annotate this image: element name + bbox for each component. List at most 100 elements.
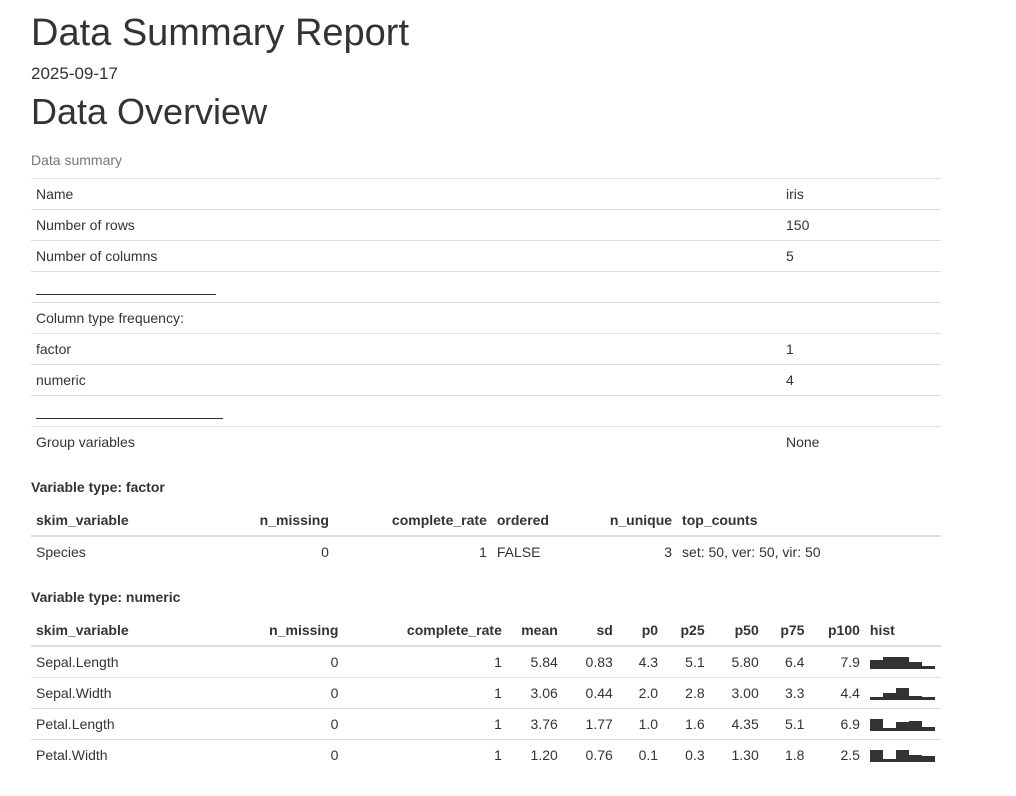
- numeric-cell: 1.6: [663, 708, 710, 740]
- numeric-cell: 0: [207, 677, 344, 709]
- factor-cell: 3: [664, 544, 673, 560]
- hist-svg: [869, 657, 935, 670]
- summary-value: 150: [781, 209, 941, 241]
- factor-table: skim_variable n_missing complete_rate order…: [31, 505, 941, 567]
- summary-row: Group variables None: [31, 426, 941, 457]
- numeric-cell: 1.30: [709, 739, 764, 770]
- hist-bar: [908, 662, 922, 669]
- hist-cell: [865, 646, 941, 678]
- hist-bar: [895, 722, 909, 731]
- hist-bar: [882, 728, 896, 731]
- hist-bar: [869, 697, 883, 700]
- sparkline-histogram: [869, 718, 936, 732]
- hist-cell: [864, 708, 941, 740]
- numeric-cell: 1.77: [562, 708, 618, 740]
- numeric-cell: 3.06: [506, 677, 563, 709]
- numeric-cell: 0.83: [585, 654, 613, 670]
- numeric-cell: 2.0: [617, 677, 664, 709]
- summary-row: factor 1: [31, 333, 941, 365]
- factor-section-title: Variable type: factor: [31, 479, 165, 495]
- factor-cell: 1: [479, 544, 487, 560]
- factor-cell: FALSE: [496, 544, 541, 560]
- numeric-cell: Petal.Length: [31, 708, 208, 740]
- table-row: Petal.Width 0 1 1.20 0.76 0.1 0.3 1.30 1.8 2.5: [31, 739, 941, 770]
- factor-header-n-unique: n_unique: [604, 505, 678, 537]
- numeric-header-complete-rate: complete_rate: [343, 615, 507, 647]
- factor-header-complete-rate: complete_rate: [333, 505, 492, 537]
- numeric-cell: 4.3: [638, 654, 659, 670]
- hist-bar: [895, 657, 909, 669]
- hist-cell: [864, 677, 941, 709]
- hist-bar: [908, 755, 922, 762]
- summary-label: numeric: [31, 364, 781, 396]
- summary-row: numeric 4: [31, 364, 941, 396]
- hist-bar: [921, 727, 935, 731]
- summary-value: 1: [781, 333, 941, 365]
- summary-label: Column type frequency:: [31, 302, 781, 334]
- numeric-table: skim_variable n_missing complete_rate mean s…: [31, 615, 941, 770]
- summary-row: Number of columns 5: [31, 240, 941, 272]
- numeric-cell: 4.35: [709, 708, 764, 740]
- hist-bar: [895, 750, 909, 762]
- hist-bar: [869, 750, 883, 762]
- numeric-header-n-missing: n_missing: [207, 615, 344, 647]
- numeric-cell: 0.1: [617, 739, 664, 770]
- numeric-cell: 5.80: [731, 654, 759, 670]
- numeric-cell: 5.1: [685, 654, 705, 670]
- hist-bar: [921, 666, 935, 669]
- summary-value: 5: [781, 240, 941, 272]
- numeric-cell: Sepal.Width: [31, 677, 208, 709]
- table-row: Petal.Length 0 1 3.76 1.77 1.0 1.6 4.35 5.1 6.9: [31, 708, 941, 740]
- summary-row: [31, 395, 941, 427]
- numeric-cell: Petal.Width: [31, 739, 208, 770]
- summary-label: [31, 395, 781, 427]
- numeric-header-p50: p50: [709, 615, 764, 647]
- numeric-cell: 1: [343, 708, 507, 740]
- summary-row: Number of rows 150: [31, 209, 941, 241]
- data-summary-caption: Data summary: [31, 152, 123, 168]
- numeric-cell: 2.5: [809, 739, 865, 770]
- hist-bar: [869, 719, 883, 731]
- summary-value: 4: [781, 364, 941, 396]
- factor-cell: Species: [36, 544, 86, 560]
- numeric-cell: 3.3: [763, 677, 810, 709]
- sparkline-histogram: [869, 687, 936, 701]
- factor-cell: 0: [321, 544, 329, 560]
- sparkline-histogram: [869, 656, 936, 670]
- summary-row: Name iris: [31, 178, 941, 210]
- table-row: Sepal.Width 0 1 3.06 0.44 2.0 2.8 3.00 3.3 4.4: [31, 677, 941, 709]
- numeric-cell: 5.1: [763, 708, 810, 740]
- summary-value: [781, 395, 941, 427]
- hist-bar: [921, 697, 935, 700]
- numeric-cell: 0.76: [562, 739, 618, 770]
- summary-value: [781, 271, 941, 303]
- summary-value: None: [781, 426, 941, 457]
- separator-rule: [36, 404, 223, 420]
- numeric-cell: 1.8: [763, 739, 810, 770]
- numeric-section-title: Variable type: numeric: [31, 589, 181, 605]
- numeric-cell: 7.9: [840, 654, 860, 670]
- sparkline-histogram: [869, 749, 936, 763]
- hist-cell: [864, 739, 941, 770]
- hist-bar: [882, 657, 896, 669]
- numeric-cell: 1: [494, 654, 502, 670]
- factor-cell: set: 50, ver: 50, vir: 50: [682, 544, 821, 560]
- numeric-header-skim-variable: skim_variable: [31, 615, 208, 647]
- table-row: Species 0 1 FALSE 3 set: 50, ver: 50, vir: 50: [31, 536, 941, 567]
- numeric-cell: 2.8: [663, 677, 710, 709]
- numeric-cell: 1: [343, 677, 507, 709]
- summary-row: Column type frequency:: [31, 302, 941, 334]
- factor-header-top-counts: top_counts: [677, 505, 941, 537]
- hist-bar: [882, 693, 896, 700]
- numeric-cell: 1.20: [506, 739, 563, 770]
- report-date: 2025-09-17: [31, 64, 118, 83]
- numeric-cell: 1.0: [617, 708, 664, 740]
- numeric-header-p75: p75: [763, 615, 810, 647]
- hist-bar: [869, 660, 883, 669]
- summary-label: Number of columns: [31, 240, 781, 272]
- hist-bar: [882, 759, 896, 762]
- factor-header-skim-variable: skim_variable: [31, 505, 216, 537]
- numeric-cell: 4.4: [809, 677, 865, 709]
- numeric-cell: 0.3: [663, 739, 710, 770]
- numeric-cell: 6.9: [809, 708, 865, 740]
